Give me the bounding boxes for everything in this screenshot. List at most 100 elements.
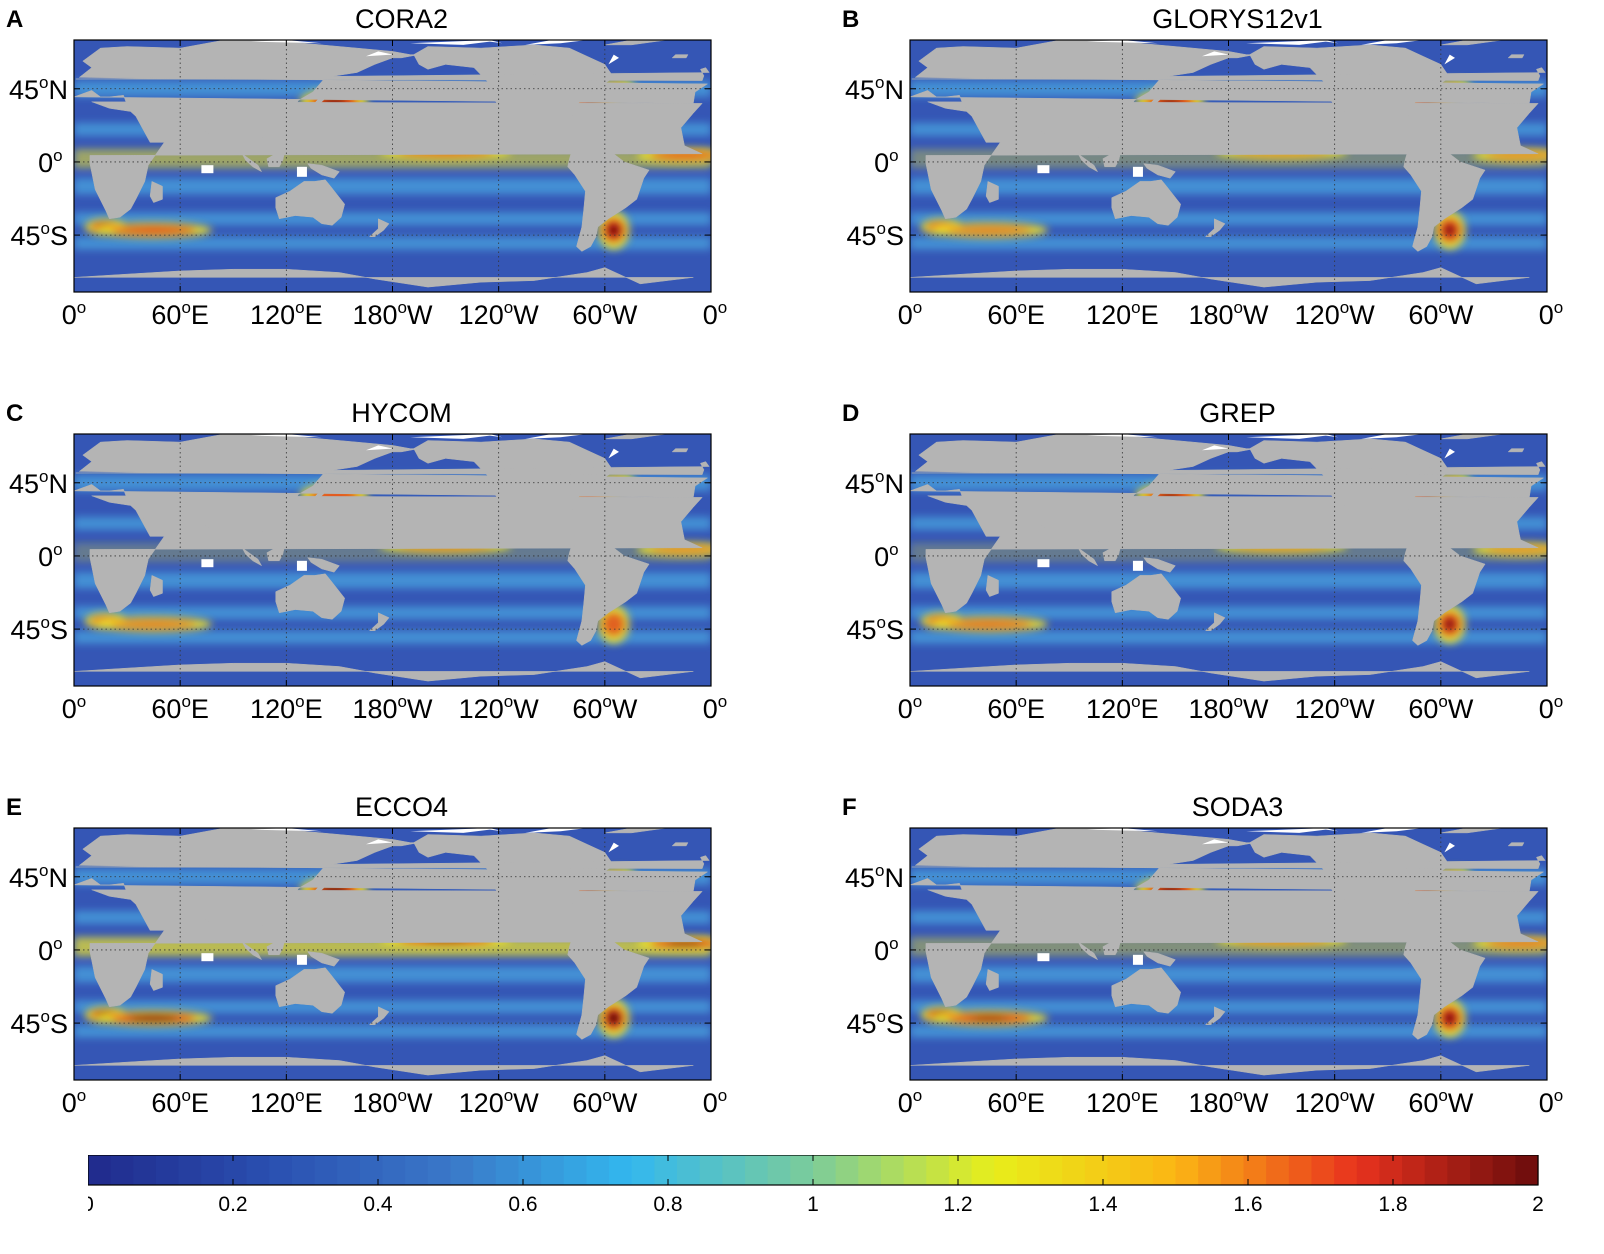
colorbar-swatch (994, 1155, 1018, 1185)
ice-patch (366, 839, 393, 845)
colorbar-tick-label: 2 (1532, 1193, 1544, 1215)
land-sumatra (241, 547, 263, 567)
colorbar-swatch (586, 1155, 610, 1185)
land-uk (911, 461, 1546, 475)
land-new_guinea (307, 951, 340, 967)
colorbar-swatch (699, 1155, 723, 1185)
lon-tick-label: 180oW (352, 1086, 433, 1118)
colorbar-swatch (903, 1155, 927, 1185)
lat-tick-label: 45oN (9, 73, 68, 105)
land-borneo (266, 545, 285, 562)
ice-patch (1037, 559, 1050, 568)
colorbar-swatch (1175, 1155, 1199, 1185)
land-uk (911, 855, 1546, 869)
ice-patch (1132, 954, 1143, 965)
panel-title: ECCO4 (354, 792, 449, 822)
ice-patch (525, 434, 588, 439)
colorbar-swatch (359, 1155, 384, 1185)
lon-tick-label: 120oW (1295, 298, 1376, 330)
panel-title: GREP (1199, 398, 1276, 428)
colorbar-swatch (110, 1155, 134, 1185)
land-south_america (567, 536, 650, 646)
land-south_america (567, 930, 650, 1040)
lon-tick-label: 0o (62, 1086, 87, 1118)
colorbar-swatch (405, 1155, 429, 1185)
graticule (910, 40, 1547, 292)
ice-patch (1246, 828, 1339, 833)
land-borneo (1102, 939, 1121, 956)
land-new_zealand (1204, 218, 1226, 237)
panel-title: SODA3 (1191, 792, 1284, 822)
land-japan (303, 482, 328, 506)
colorbar-tick-label: 1.6 (1233, 1193, 1262, 1215)
ice-patch (1202, 839, 1229, 845)
colorbar-tick-label: 1.8 (1378, 1193, 1407, 1215)
colorbar-swatch (654, 1155, 678, 1185)
land-borneo (266, 939, 285, 956)
lon-tick-label: 180oW (352, 692, 433, 724)
land (910, 828, 1546, 1080)
land-iceland (671, 448, 689, 453)
land (74, 828, 710, 1080)
hotspot (110, 619, 197, 630)
hotspot-core (1444, 618, 1456, 630)
lon-tick-label: 0o (62, 298, 87, 330)
colorbar-tick-label: 0.8 (653, 1193, 682, 1215)
hotspot-core (1443, 1012, 1456, 1025)
land-australia (275, 967, 345, 1014)
land-eurasia_e (1228, 839, 1256, 847)
land-greenland_n (1440, 828, 1503, 834)
colorbar-swatch (1515, 1155, 1539, 1185)
hotspot-core (128, 1015, 179, 1021)
land-antarctica (910, 1055, 1530, 1080)
ice-patch (1132, 166, 1143, 177)
land (910, 434, 1546, 686)
land-antarctica (74, 1055, 694, 1080)
ice-patch (1246, 40, 1339, 45)
lon-tick-label: 0o (703, 692, 728, 724)
colorbar-tick-label: 1.4 (1088, 1193, 1118, 1215)
colorbar-swatch (1130, 1155, 1154, 1185)
colorbar-swatch (971, 1155, 995, 1185)
hotspot-core (606, 1011, 621, 1026)
colorbar-swatch (1334, 1155, 1358, 1185)
colorbar-swatch (767, 1155, 791, 1185)
colorbar-swatch (1379, 1155, 1403, 1185)
land-madagascar (985, 969, 999, 991)
colorbar-tick-label: 0.2 (218, 1193, 247, 1215)
belt (74, 1000, 711, 1014)
colorbar-swatch (722, 1155, 746, 1185)
land-japan (303, 876, 328, 900)
colorbar-swatch (1288, 1155, 1313, 1185)
graticule (74, 40, 711, 292)
panel-title: HYCOM (351, 398, 452, 428)
map: 0o 60oE 120oE 180oW 120oW 60oW 0o 45oN 0o 45oS (845, 433, 1563, 724)
belt (910, 178, 1547, 195)
lon-tick-label: 0o (1539, 1086, 1564, 1118)
lat-tick-label: 0o (874, 146, 904, 178)
panel-title: GLORYS12v1 (1152, 4, 1323, 34)
lon-tick-label: 120oW (459, 1086, 540, 1118)
colorbar-swatch (427, 1155, 452, 1185)
ice-patch (201, 953, 214, 962)
belt (74, 572, 711, 589)
colorbar-swatch (450, 1155, 474, 1185)
colorbar-swatch (1198, 1155, 1222, 1185)
colorbar-swatch (1266, 1155, 1290, 1185)
lon-tick-label: 120oE (250, 298, 323, 330)
panel-e: E ECCO4 0o 60oE 120oE 180oW 120oW 60oW 0o 45oN 0… (0, 788, 790, 1168)
land-north_america (413, 44, 615, 150)
colorbar-swatch (563, 1155, 588, 1185)
colorbar-swatch (155, 1155, 180, 1185)
lon-tick-label: 0o (898, 692, 923, 724)
colorbar-swatch (291, 1155, 316, 1185)
land-new_zealand (1204, 612, 1226, 631)
land-borneo (1102, 151, 1121, 168)
colorbar-swatch (88, 1155, 112, 1185)
belt (74, 212, 711, 226)
land-greenland_n (1440, 40, 1503, 46)
land-new_guinea (1143, 557, 1176, 573)
colorbar-swatch (1356, 1155, 1381, 1185)
ice-patch (201, 165, 214, 174)
land-eurasia_e (1228, 51, 1256, 59)
